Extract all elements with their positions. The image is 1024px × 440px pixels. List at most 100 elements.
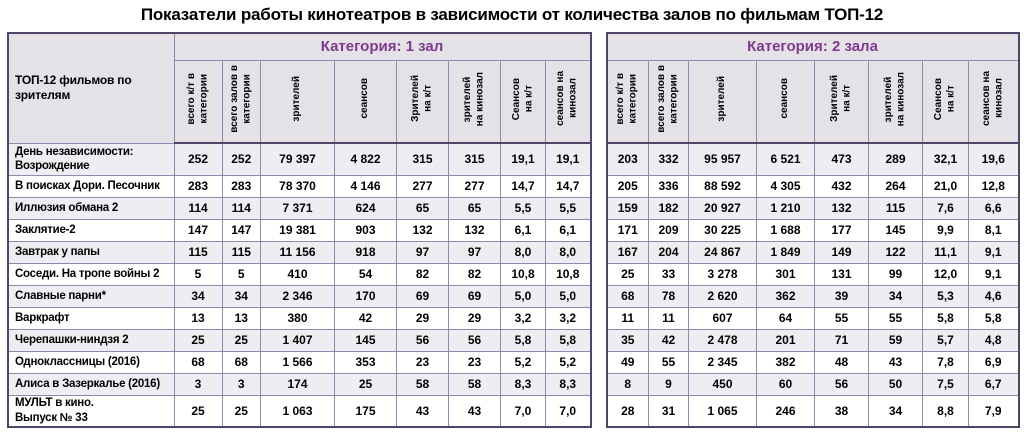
data-cell: 54 [334,262,397,286]
data-cell: 34 [221,284,261,308]
data-cell: 122 [868,240,923,264]
data-cell: 6,6 [968,196,1019,220]
data-cell: 353 [334,350,397,374]
data-cell: 145 [868,218,923,242]
table-row: Черепашки-ниндзя 2 25 25 1 407 145 56 56 5,8 5,8 [7,328,591,352]
data-cell: 9,9 [922,218,969,242]
data-cell: 56 [448,328,501,352]
data-cell: 3,2 [500,306,546,330]
table-row: 25 33 3 278 301 131 99 12,0 9,1 [606,262,1019,286]
data-cell: 182 [648,196,689,220]
data-cell: 9,1 [968,240,1019,264]
table-category-2-halls: Категория: 2 зала всего к/т в категории в… [605,32,1020,428]
data-cell: 607 [688,306,757,330]
table-row: МУЛЬТ в кино. Выпуск № 33 25 25 1 063 175 43 4… [7,394,591,428]
category-header-row: Категория: 2 зала [606,32,1019,61]
data-cell: 9 [648,372,689,396]
data-cell: 5,8 [545,328,591,352]
column-header-label: Зрителей на к/т [410,75,434,123]
data-cell: 2 620 [688,284,757,308]
data-cell: 19,1 [500,142,546,176]
table-row: 28 31 1 065 246 38 34 8,8 7,9 [606,394,1019,428]
data-cell: 145 [334,328,397,352]
column-header-label: сеансов [779,78,791,120]
data-cell: 8,0 [500,240,546,264]
data-cell: 25 [173,328,223,352]
data-cell: 246 [756,394,815,428]
data-cell: 6,7 [968,372,1019,396]
data-cell: 1 849 [756,240,815,264]
data-cell: 382 [756,350,815,374]
column-header-label: зрителей на кинозал [883,71,907,126]
data-cell: 8,3 [545,372,591,396]
data-cell: 20 927 [688,196,757,220]
column-header-label: сеансов на кинозал [980,71,1005,127]
data-cell: 64 [756,306,815,330]
table-row: Завтрак у папы 115 115 11 156 918 97 97 8,0 8,0 [7,240,591,264]
data-cell: 131 [814,262,869,286]
data-cell: 12,0 [922,262,969,286]
column-header-cell: зрителей [688,59,757,144]
data-cell: 177 [814,218,869,242]
data-cell: 69 [396,284,449,308]
data-cell: 32,1 [922,142,969,176]
table-row: 159 182 20 927 1 210 132 115 7,6 6,6 [606,196,1019,220]
data-cell: 147 [221,218,261,242]
data-cell: 2 345 [688,350,757,374]
tables-container: ТОП-12 фильмов по зрителям Категория: 1 … [0,32,1024,428]
data-cell: 450 [688,372,757,396]
data-cell: 7,0 [545,394,591,428]
data-cell: 332 [648,142,689,176]
data-cell: 2 346 [260,284,335,308]
data-cell: 5,0 [545,284,591,308]
category-header-row: ТОП-12 фильмов по зрителям Категория: 1 … [7,32,591,144]
table-2-body: 203 332 95 957 6 521 473 289 32,1 19,6 205 336 88 … [606,142,1019,428]
film-name-cell: Иллюзия обмана 2 [7,196,175,220]
table-row: Соседи. На тропе войны 2 5 5 410 54 82 82 10,8 1… [7,262,591,286]
table-row: 167 204 24 867 1 849 149 122 11,1 9,1 [606,240,1019,264]
data-cell: 201 [756,328,815,352]
data-cell: 362 [756,284,815,308]
data-cell: 5,2 [500,350,546,374]
data-cell: 7,5 [922,372,969,396]
data-cell: 264 [868,174,923,198]
data-cell: 8,8 [922,394,969,428]
film-name-cell: В поисках Дори. Песочник [7,174,175,198]
data-cell: 6,1 [500,218,546,242]
data-cell: 209 [648,218,689,242]
data-cell: 58 [448,372,501,396]
data-cell: 115 [173,240,223,264]
column-header-cell: сеансов на кинозал [968,59,1019,144]
data-cell: 68 [221,350,261,374]
column-header-cell: Зрителей на к/т [396,59,449,144]
data-cell: 99 [868,262,923,286]
column-header-cell: всего залов в категории [221,59,261,144]
data-cell: 34 [173,284,223,308]
film-name-cell: Одноклассницы (2016) [7,350,175,374]
data-cell: 410 [260,262,335,286]
column-header-cell: всего залов в категории [648,59,689,144]
data-cell: 29 [396,306,449,330]
data-cell: 4,8 [968,328,1019,352]
data-cell: 5,8 [968,306,1019,330]
data-cell: 30 225 [688,218,757,242]
data-cell: 59 [868,328,923,352]
table-1-body: День независимости: Возрождение 252 252 79 … [7,142,591,428]
data-cell: 6,1 [545,218,591,242]
table-row: Иллюзия обмана 2 114 114 7 371 624 65 65 5,5 5,5 [7,196,591,220]
data-cell: 21,0 [922,174,969,198]
data-cell: 8,1 [968,218,1019,242]
film-name-cell: Завтрак у папы [7,240,175,264]
data-cell: 60 [756,372,815,396]
data-cell: 56 [396,328,449,352]
data-cell: 1 566 [260,350,335,374]
table-row: 35 42 2 478 201 71 59 5,7 4,8 [606,328,1019,352]
data-cell: 23 [396,350,449,374]
data-cell: 4 822 [334,142,397,176]
data-cell: 34 [868,394,923,428]
data-cell: 79 397 [260,142,335,176]
table-row: Славные парни* 34 34 2 346 170 69 69 5,0 5,0 [7,284,591,308]
data-cell: 171 [606,218,649,242]
data-cell: 25 [221,328,261,352]
data-cell: 56 [814,372,869,396]
